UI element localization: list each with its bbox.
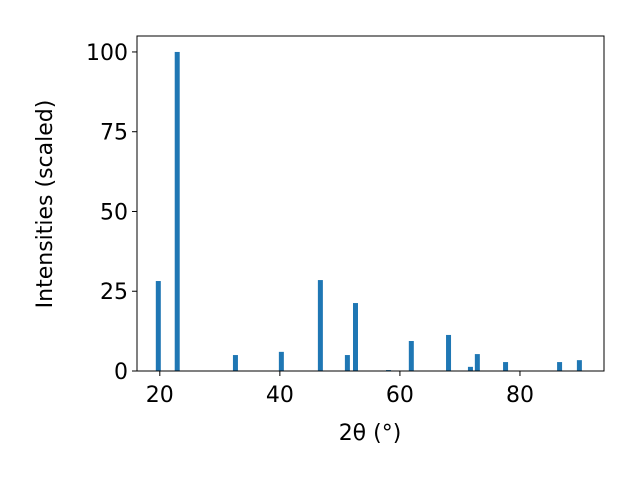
y-tick-label: 50 xyxy=(100,200,128,225)
y-tick-label: 100 xyxy=(86,41,128,66)
bar xyxy=(174,51,180,371)
y-tick-label: 75 xyxy=(100,121,128,146)
bar xyxy=(155,281,161,371)
x-tick-label: 40 xyxy=(266,383,294,408)
y-tick-label: 25 xyxy=(100,280,128,305)
bar xyxy=(278,351,284,371)
x-axis-label: 2θ (°) xyxy=(339,421,402,446)
bar xyxy=(446,334,452,371)
bar xyxy=(352,303,358,371)
bar xyxy=(467,366,473,371)
bar xyxy=(344,355,350,371)
bar xyxy=(557,362,563,371)
plot-frame xyxy=(136,35,605,372)
bar xyxy=(232,355,238,371)
x-tick-label: 60 xyxy=(386,383,414,408)
bar xyxy=(576,360,582,371)
bar xyxy=(408,341,414,371)
y-tick-label: 0 xyxy=(114,360,128,385)
bar xyxy=(474,354,480,371)
x-tick-label: 20 xyxy=(146,383,174,408)
y-axis-label: Intensities (scaled) xyxy=(33,100,58,309)
x-tick-label: 80 xyxy=(506,383,534,408)
bar xyxy=(317,280,323,371)
bar xyxy=(503,362,509,371)
